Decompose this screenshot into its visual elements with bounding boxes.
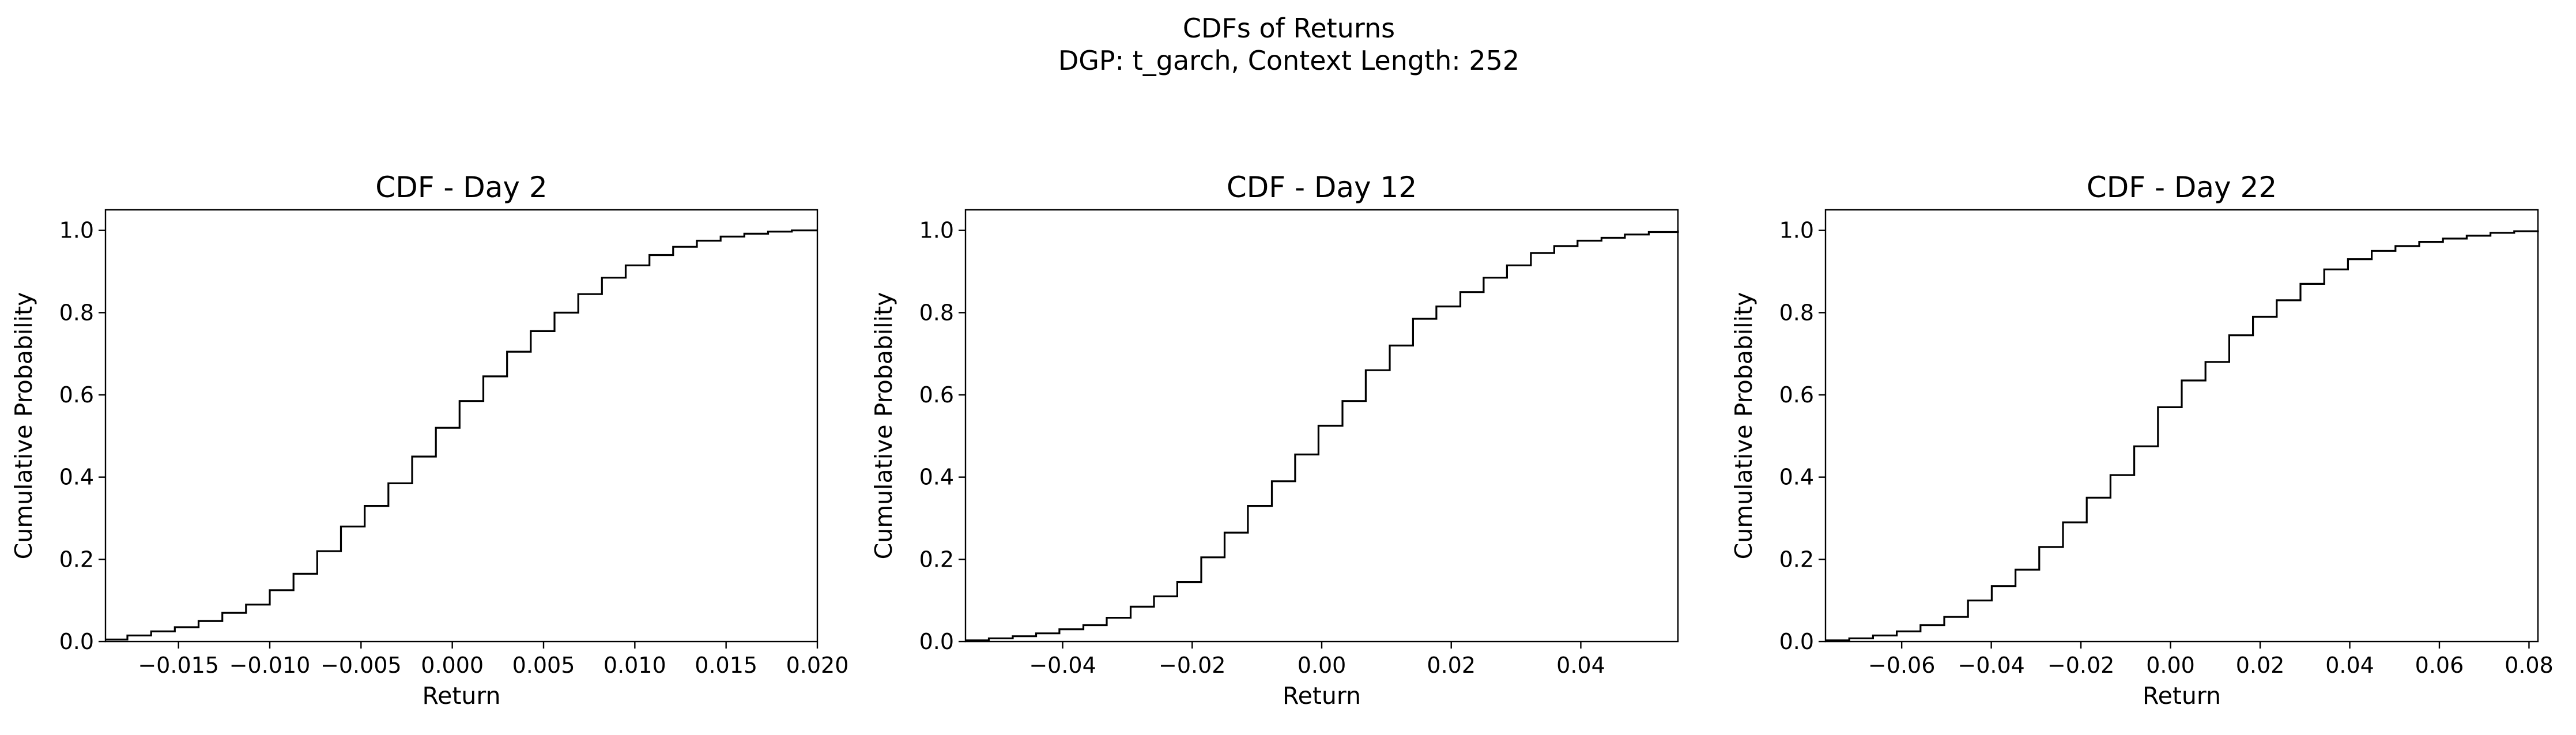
x-tick-label: 0.06 xyxy=(2415,653,2464,678)
panel-title: CDF - Day 2 xyxy=(375,171,547,204)
chart-panels: CDF - Day 2 −0.015 −0.010 −0.005 0.000 0.005 0… xyxy=(10,171,2554,710)
x-tick-label: 0.000 xyxy=(421,653,484,678)
x-axis-label: Return xyxy=(422,682,500,710)
y-tick-label: 0.2 xyxy=(1779,546,1814,572)
x-tick-label: 0.00 xyxy=(1298,653,1347,678)
y-tick-label: 0.4 xyxy=(1779,465,1814,490)
x-tick-label: 0.005 xyxy=(512,653,575,678)
x-tick-label: 0.00 xyxy=(2146,653,2195,678)
x-tick-label: 0.04 xyxy=(1556,653,1605,678)
y-tick-label: 0.0 xyxy=(919,629,954,654)
x-tick-label: −0.015 xyxy=(138,653,219,678)
cdf-step-line xyxy=(965,230,1679,642)
x-tick-label: −0.04 xyxy=(1958,653,2024,678)
x-tick-label: 0.020 xyxy=(786,653,849,678)
x-tick-label: −0.06 xyxy=(1868,653,1935,678)
axes-frame xyxy=(104,209,819,643)
x-axis-label: Return xyxy=(2143,682,2221,710)
x-tick-label: −0.02 xyxy=(1159,653,1225,678)
y-tick-label: 0.2 xyxy=(919,546,954,572)
cdf-panel-2: CDF - Day 12 −0.04 −0.02 0.00 0.02 0.04 0.0 0.2… xyxy=(870,171,1679,710)
panel-title: CDF - Day 12 xyxy=(1227,171,1417,204)
y-tick-label: 0.6 xyxy=(59,382,94,408)
y-tick-label: 0.6 xyxy=(1779,382,1814,408)
x-tick-label: −0.02 xyxy=(2047,653,2114,678)
y-tick-label: 0.8 xyxy=(919,300,954,325)
cdf-step-line xyxy=(105,229,817,640)
x-tick-label: −0.010 xyxy=(229,653,311,678)
y-tick-label: 0.2 xyxy=(59,546,94,572)
x-tick-label: 0.015 xyxy=(695,653,757,678)
panel-title: CDF - Day 22 xyxy=(2087,171,2277,204)
axes-frame xyxy=(964,209,1679,643)
y-tick-label: 1.0 xyxy=(919,218,954,243)
y-tick-label: 0.4 xyxy=(919,465,954,490)
figure-title-line1: CDFs of Returns xyxy=(1183,13,1395,44)
y-tick-label: 0.8 xyxy=(1779,300,1814,325)
x-tick-label: −0.04 xyxy=(1029,653,1096,678)
cdf-panel-3: CDF - Day 22 −0.06 −0.04 −0.02 0.00 0.02 0.04 0… xyxy=(1730,171,2554,710)
y-tick-label: 0.4 xyxy=(59,465,94,490)
y-tick-label: 1.0 xyxy=(59,218,94,243)
y-axis-label: Cumulative Probability xyxy=(10,292,37,560)
x-tick-label: 0.02 xyxy=(1427,653,1476,678)
x-axis-label: Return xyxy=(1283,682,1361,710)
y-tick-label: 0.6 xyxy=(919,382,954,408)
x-tick-label: 0.04 xyxy=(2325,653,2374,678)
cdf-panel-1: CDF - Day 2 −0.015 −0.010 −0.005 0.000 0.005 0… xyxy=(10,171,848,710)
x-tick-label: −0.005 xyxy=(320,653,402,678)
y-tick-label: 0.0 xyxy=(59,629,94,654)
figure-title-line2: DGP: t_garch, Context Length: 252 xyxy=(1058,45,1519,76)
x-tick-label: 0.02 xyxy=(2236,653,2285,678)
cdf-step-line xyxy=(1826,230,2539,642)
y-tick-label: 1.0 xyxy=(1779,218,1814,243)
y-tick-label: 0.0 xyxy=(1779,629,1814,654)
axes-frame xyxy=(1824,209,2539,643)
y-axis-label: Cumulative Probability xyxy=(870,292,897,560)
x-tick-label: 0.010 xyxy=(604,653,666,678)
x-tick-label: 0.08 xyxy=(2505,653,2554,678)
y-tick-label: 0.8 xyxy=(59,300,94,325)
y-axis-label: Cumulative Probability xyxy=(1730,292,1757,560)
